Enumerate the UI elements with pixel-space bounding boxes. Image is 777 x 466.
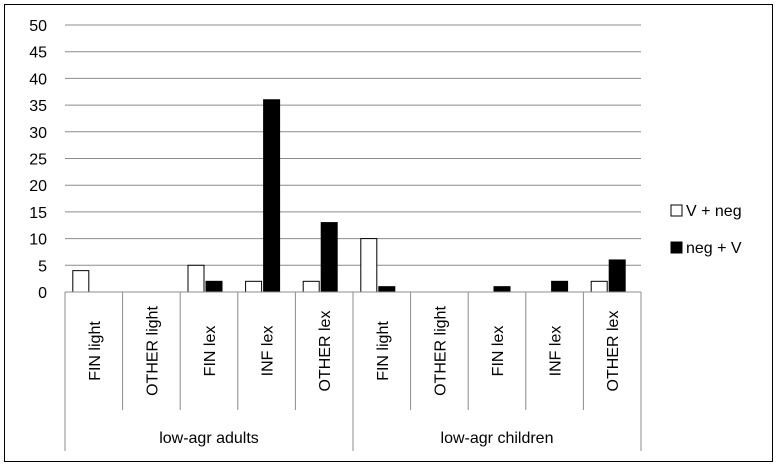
bar-v-neg	[302, 280, 320, 293]
bar-neg-v	[320, 222, 338, 293]
y-tick-label: 35	[29, 98, 47, 115]
bar-v-neg	[360, 238, 378, 293]
x-tick-label: FIN lex	[490, 326, 507, 377]
gridlines	[65, 24, 641, 266]
x-tick-label: FIN light	[375, 321, 392, 381]
bar-neg-v	[263, 99, 281, 293]
bar-neg-v	[493, 286, 511, 293]
x-axis-category-labels: FIN light OTHER light FIN lex INF lex OTHER …	[87, 306, 622, 396]
x-axis-group-labels: low-agr adults low-agr children	[159, 430, 553, 447]
y-tick-label: 50	[29, 18, 47, 35]
bar-neg-v	[551, 280, 569, 293]
bar-neg-v	[205, 280, 223, 293]
y-tick-label: 0	[38, 285, 47, 302]
group-label: low-agr children	[441, 430, 554, 447]
x-tick-label: FIN light	[87, 321, 104, 381]
y-tick-label: 5	[38, 258, 47, 275]
y-tick-label: 20	[29, 178, 47, 195]
bar-v-neg	[245, 280, 263, 293]
group-label: low-agr adults	[159, 430, 259, 447]
y-tick-label: 15	[29, 205, 47, 222]
bar-v-neg	[590, 280, 608, 293]
legend-label: neg + V	[686, 240, 742, 257]
y-tick-label: 45	[29, 45, 47, 62]
y-tick-label: 10	[29, 232, 47, 249]
legend-label: V + neg	[686, 203, 742, 220]
bar-neg-v	[608, 259, 626, 293]
y-tick-label: 40	[29, 71, 47, 88]
bar-v-neg	[187, 264, 205, 293]
y-axis-tick-labels: 0 5 10 15 20 25 30 35 40 45 50	[29, 18, 47, 302]
x-tick-label: OTHER lex	[605, 311, 622, 392]
bar-v-neg	[72, 270, 90, 293]
bar-neg-v	[378, 286, 396, 293]
x-tick-label: OTHER light	[432, 306, 449, 396]
y-tick-label: 30	[29, 125, 47, 142]
legend-swatch	[670, 241, 683, 254]
x-tick-label: OTHER light	[144, 306, 161, 396]
x-tick-label: OTHER lex	[317, 311, 334, 392]
x-tick-label: FIN lex	[202, 326, 219, 377]
x-tick-label: INF lex	[260, 326, 277, 377]
legend-swatch	[670, 204, 683, 217]
y-tick-label: 25	[29, 152, 47, 169]
x-tick-label: INF lex	[548, 326, 565, 377]
x-axis	[64, 291, 642, 451]
chart-frame	[4, 4, 773, 462]
legend: V + neg neg + V	[670, 203, 742, 257]
